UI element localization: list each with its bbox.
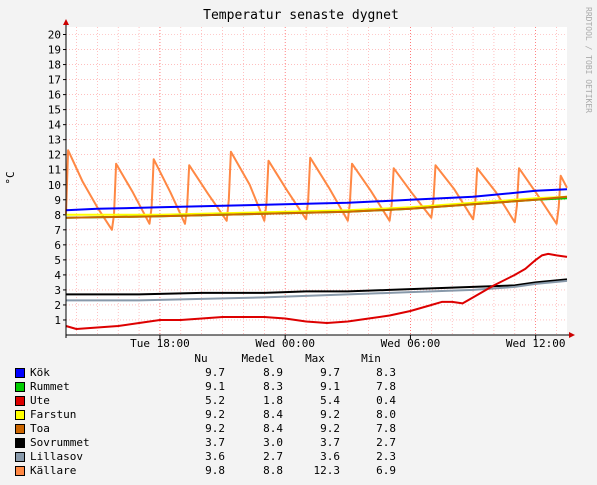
series-line-5 <box>65 195 568 219</box>
value-nu: 9.2 <box>205 408 225 421</box>
value-medel: 1.8 <box>263 394 283 407</box>
chart-title: Temperatur senaste dygnet <box>203 8 399 23</box>
y-tick-label: 20 <box>48 29 61 42</box>
value-medel: 8.4 <box>263 422 283 435</box>
x-tick-label: Wed 06:00 <box>381 337 441 350</box>
y-tick-label: 18 <box>48 59 61 72</box>
grid <box>66 27 567 335</box>
legend-swatch <box>15 410 25 420</box>
y-tick-label: 8 <box>54 209 61 222</box>
value-nu: 9.8 <box>205 464 225 477</box>
value-min: 2.7 <box>376 436 396 449</box>
value-min: 8.3 <box>376 366 396 379</box>
legend-swatch <box>15 368 25 378</box>
value-nu: 3.6 <box>205 450 225 463</box>
y-tick-label: 19 <box>48 44 61 57</box>
y-tick-label: 10 <box>48 179 61 192</box>
value-max: 12.3 <box>313 464 341 477</box>
y-tick-label: 3 <box>54 284 61 297</box>
legend-label: Ute <box>30 394 50 407</box>
y-tick-label: 14 <box>48 119 62 132</box>
y-tick-label: 16 <box>48 89 61 102</box>
value-min: 7.8 <box>376 380 396 393</box>
value-max: 9.1 <box>320 380 340 393</box>
legend-label: Rummet <box>30 380 70 393</box>
x-tick-label: Wed 12:00 <box>506 337 566 350</box>
value-nu: 9.1 <box>205 380 225 393</box>
series-group <box>65 149 568 330</box>
header-max: Max <box>305 352 325 365</box>
y-axis-label: °C <box>4 171 17 184</box>
y-tick-label: 6 <box>54 239 61 252</box>
value-nu: 3.7 <box>205 436 225 449</box>
legend-swatch <box>15 396 25 406</box>
legend-label: Farstun <box>30 408 77 421</box>
y-tick-label: 17 <box>48 74 61 87</box>
value-medel: 8.4 <box>263 408 283 421</box>
value-medel: 3.0 <box>263 436 283 449</box>
y-tick-label: 7 <box>54 224 61 237</box>
value-max: 3.7 <box>320 436 340 449</box>
value-medel: 8.9 <box>263 366 283 379</box>
legend-label: Sovrummet <box>30 436 90 449</box>
y-axis-arrow <box>63 19 69 25</box>
value-max: 9.2 <box>320 422 340 435</box>
watermark: RRDTOOL / TOBI OETIKER <box>584 7 593 113</box>
value-max: 9.2 <box>320 408 340 421</box>
legend-label: Källare <box>30 464 77 477</box>
y-tick-label: 4 <box>54 269 61 282</box>
y-tick-label: 11 <box>48 164 61 177</box>
y-tick-label: 9 <box>54 194 61 207</box>
legend-swatch <box>15 438 25 448</box>
y-tick-label: 15 <box>48 104 61 117</box>
value-medel: 8.3 <box>263 380 283 393</box>
value-min: 8.0 <box>376 408 396 421</box>
x-tick-label: Tue 18:00 <box>130 337 190 350</box>
x-ticks: Tue 18:00 Wed 00:00 Wed 06:00 Wed 12:00 <box>130 335 565 350</box>
legend-swatch <box>15 452 25 462</box>
series-line-6 <box>66 278 568 296</box>
value-max: 3.6 <box>320 450 340 463</box>
y-tick-label: 5 <box>54 254 61 267</box>
value-min: 6.9 <box>376 464 396 477</box>
value-nu: 9.7 <box>205 366 225 379</box>
legend-swatch <box>15 382 25 392</box>
value-nu: 9.2 <box>205 422 225 435</box>
series-line-1 <box>65 188 568 212</box>
legend-swatch <box>15 424 25 434</box>
value-min: 0.4 <box>376 394 396 407</box>
legend-label: Kök <box>30 366 50 379</box>
value-nu: 5.2 <box>205 394 225 407</box>
header-nu: Nu <box>194 352 208 365</box>
series-line-4 <box>66 195 568 216</box>
y-tick-label: 12 <box>48 149 61 162</box>
axes <box>63 19 575 338</box>
value-min: 2.3 <box>376 450 396 463</box>
value-medel: 2.7 <box>263 450 283 463</box>
value-max: 9.7 <box>320 366 340 379</box>
value-min: 7.8 <box>376 422 396 435</box>
y-tick-label: 2 <box>54 299 61 312</box>
x-tick-label: Wed 00:00 <box>255 337 315 350</box>
plot-area <box>66 27 567 335</box>
y-tick-label: 1 <box>54 314 61 327</box>
series-line-7 <box>66 279 568 302</box>
series-line-3 <box>65 252 568 330</box>
value-max: 5.4 <box>320 394 340 407</box>
header-medel: Medel <box>241 352 275 365</box>
y-tick-label: 13 <box>48 134 61 147</box>
legend-label: Toa <box>30 422 50 435</box>
legend-swatch <box>15 466 25 476</box>
header-min: Min <box>361 352 381 365</box>
legend-label: Lillasov <box>30 450 83 463</box>
value-medel: 8.8 <box>263 464 283 477</box>
x-axis-arrow <box>569 332 575 338</box>
